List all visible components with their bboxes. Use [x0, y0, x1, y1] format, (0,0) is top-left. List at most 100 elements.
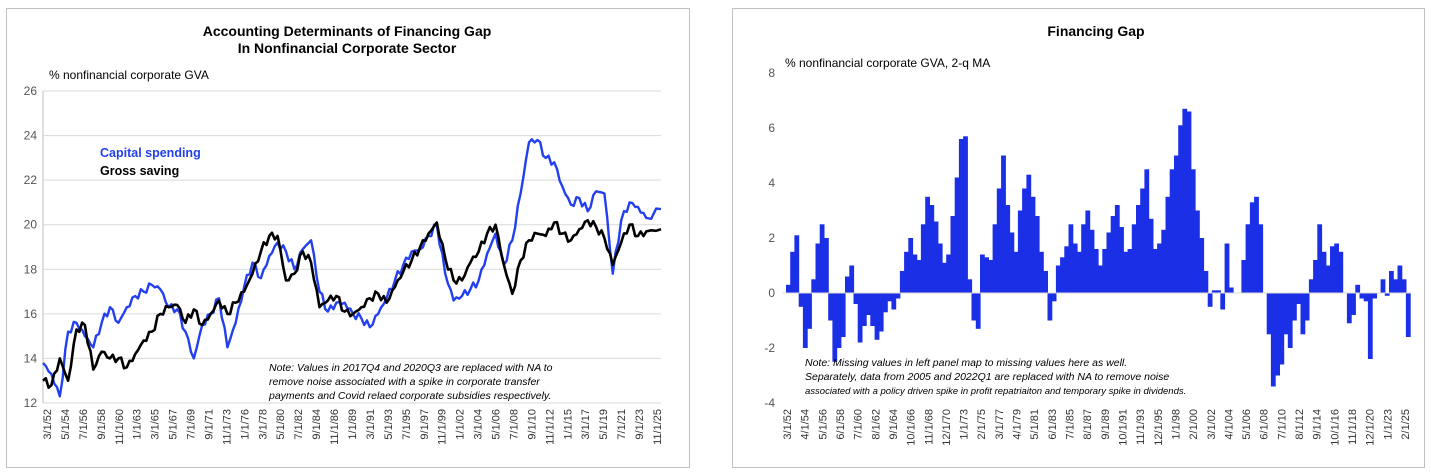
- right-x-tick-label: 12/1/20: [1365, 409, 1377, 446]
- left-x-tick-label: 7/1/95: [401, 409, 413, 440]
- financing-gap-bar: [1325, 265, 1331, 293]
- right-x-tick-label: 10/1/91: [1117, 409, 1129, 446]
- financing-gap-bar: [1165, 196, 1171, 294]
- financing-gap-bar: [933, 221, 939, 293]
- right-chart-title: Financing Gap: [1047, 23, 1144, 39]
- right-x-tick-label: 10/1/16: [1329, 409, 1341, 446]
- right-x-tick-label: 2/1/00: [1188, 409, 1200, 440]
- financing-gap-bar: [1131, 224, 1137, 294]
- financing-gap-bar: [920, 224, 926, 294]
- financing-gap-bar: [1389, 271, 1394, 293]
- right-x-tick-label: 8/1/62: [870, 409, 882, 440]
- financing-gap-bar: [1266, 293, 1272, 335]
- left-x-ticks: 3/1/52 5/1/54 7/1/56 9/1/58 11/1/60 1/1/63 3/1…: [42, 409, 664, 445]
- left-x-tick-label: 5/1/67: [168, 409, 180, 440]
- right-chart-panel: Financing Gap % nonfinancial corporate G…: [732, 8, 1425, 468]
- financing-gap-bar: [937, 243, 943, 293]
- financing-gap-bar: [861, 293, 867, 326]
- right-chart-ylabel: % nonfinancial corporate GVA, 2-q MA: [785, 56, 990, 70]
- left-chart-panel: Accounting Determinants of Financing Gap…: [6, 8, 690, 468]
- right-x-tick-label: 1/1/23: [1382, 409, 1394, 440]
- financing-gap-bar: [891, 293, 897, 310]
- left-x-tick-label: 9/1/23: [634, 409, 646, 440]
- financing-gap-bar: [1106, 232, 1112, 293]
- right-y-tick-label: 6: [768, 121, 775, 135]
- financing-gap-bar: [794, 235, 800, 294]
- financing-gap-bar: [1254, 196, 1259, 294]
- financing-gap-bar: [1300, 293, 1306, 335]
- financing-gap-bar: [1401, 279, 1407, 294]
- financing-gap-bar: [824, 238, 829, 293]
- financing-gap-bar: [883, 293, 888, 313]
- financing-gap-bar: [1034, 216, 1040, 293]
- left-x-tick-label: 7/1/69: [186, 409, 198, 440]
- financing-gap-bar: [1405, 293, 1411, 337]
- financing-gap-bar: [1228, 287, 1234, 293]
- financing-gap-bar: [942, 262, 947, 294]
- left-chart-ylabel: % nonfinancial corporate GVA: [49, 68, 209, 82]
- left-note-line1: Note: Values in 2017Q4 and 2020Q3 are re…: [269, 362, 553, 374]
- left-chart-svg: Accounting Determinants of Financing Gap…: [24, 23, 664, 445]
- financing-gap-bar: [946, 254, 951, 293]
- left-y-tick-label: 22: [24, 173, 38, 187]
- financing-gap-bar: [929, 205, 935, 293]
- financing-gap-bar: [1220, 293, 1226, 310]
- financing-gap-bar: [950, 216, 956, 293]
- financing-gap-bar: [996, 188, 1002, 293]
- financing-gap-bar: [1119, 227, 1124, 293]
- left-series-lines: [42, 138, 662, 398]
- financing-gap-bar: [790, 251, 795, 294]
- financing-gap-bar: [1182, 108, 1188, 294]
- financing-gap-bar: [1110, 216, 1116, 293]
- financing-gap-bar: [1001, 155, 1006, 293]
- financing-gap-bar: [1140, 188, 1145, 293]
- financing-gap-bar: [786, 284, 791, 294]
- left-x-tick-label: 1/1/63: [132, 409, 144, 440]
- right-y-tick-label: 8: [768, 66, 775, 80]
- financing-gap-bar: [802, 293, 808, 348]
- financing-gap-bar: [878, 293, 884, 332]
- right-x-tick-label: 12/1/70: [941, 409, 953, 446]
- left-x-tick-label: 7/1/56: [78, 409, 90, 440]
- financing-gap-bar: [1051, 293, 1057, 302]
- right-x-tick-label: 10/1/66: [906, 409, 918, 446]
- right-x-tick-label: 2/1/75: [976, 409, 988, 440]
- financing-gap-bar: [1351, 293, 1356, 315]
- right-note-line2: Separately, data from 2005 and 2022Q1 ar…: [805, 371, 1169, 383]
- left-y-tick-label: 20: [24, 218, 38, 232]
- right-x-tick-label: 8/1/12: [1294, 409, 1306, 440]
- financing-gap-bar: [1148, 218, 1154, 294]
- left-x-tick-label: 11/1/99: [437, 409, 449, 445]
- financing-gap-bar: [1241, 260, 1247, 293]
- financing-gap-bar: [1060, 257, 1065, 294]
- financing-gap-bar: [857, 293, 863, 343]
- financing-gap-bar: [1085, 210, 1091, 293]
- financing-gap-bar: [988, 260, 994, 293]
- left-x-tick-label: 5/1/19: [598, 409, 610, 440]
- financing-gap-bar: [1270, 293, 1276, 387]
- financing-gap-bar: [1077, 251, 1082, 294]
- legend-capital-spending: Capital spending: [100, 146, 201, 160]
- left-x-tick-label: 3/1/91: [365, 409, 377, 440]
- financing-gap-bar: [866, 293, 871, 315]
- financing-gap-bar: [1195, 210, 1200, 293]
- right-x-tick-label: 1/1/73: [959, 409, 971, 440]
- right-x-tick-label: 3/1/52: [782, 409, 794, 440]
- left-x-tick-label: 1/1/15: [562, 409, 574, 440]
- financing-gap-bar: [975, 293, 981, 329]
- financing-gap-bar: [895, 293, 901, 299]
- left-x-tick-label: 1/1/76: [239, 409, 251, 440]
- financing-gap-bar: [1346, 293, 1352, 324]
- right-x-tick-label: 11/1/68: [923, 409, 935, 445]
- right-chart-svg: Financing Gap % nonfinancial corporate G…: [764, 23, 1412, 446]
- financing-gap-bar: [899, 271, 905, 293]
- financing-gap-bar: [1393, 279, 1398, 294]
- financing-gap-bar: [1292, 293, 1297, 321]
- left-note-line2: remove noise associated with a spike in …: [269, 376, 540, 388]
- financing-gap-bar: [1321, 251, 1327, 294]
- financing-gap-bar: [1186, 111, 1192, 293]
- financing-gap-bar: [963, 136, 968, 293]
- left-x-tick-label: 11/1/25: [652, 409, 664, 445]
- financing-gap-bar: [992, 224, 998, 294]
- left-x-tick-label: 9/1/58: [96, 409, 108, 440]
